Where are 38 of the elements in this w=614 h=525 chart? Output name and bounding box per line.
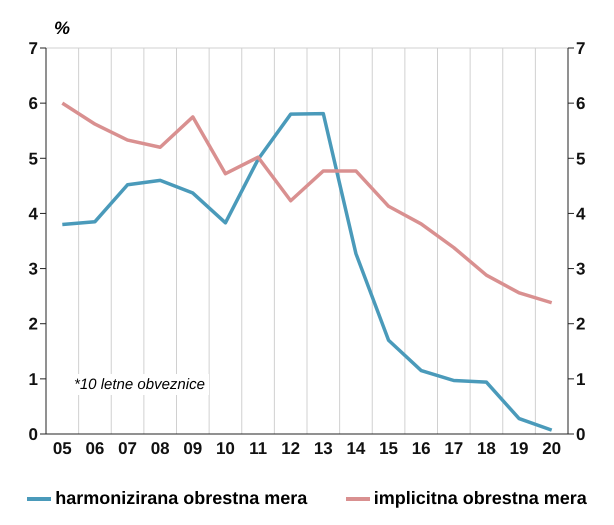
x-tick-label: 07 bbox=[118, 439, 138, 458]
x-tick-label: 11 bbox=[249, 439, 268, 458]
x-tick-label: 06 bbox=[85, 439, 104, 458]
legend-label: implicitna obrestna mera bbox=[374, 488, 587, 509]
line-series bbox=[60, 101, 554, 305]
y-tick-label: 5 bbox=[28, 149, 38, 168]
legend-label: harmonizirana obrestna mera bbox=[55, 488, 308, 509]
x-tick-label: 05 bbox=[52, 439, 72, 458]
x-tick-label: 12 bbox=[281, 439, 300, 458]
x-tick-label: 08 bbox=[150, 439, 170, 458]
x-tick-label: 20 bbox=[542, 439, 562, 458]
y2-tick-label: 0 bbox=[576, 425, 586, 444]
y2-tick-label: 2 bbox=[576, 314, 586, 334]
y-tick-label: 4 bbox=[28, 204, 39, 224]
x-tick-label: 16 bbox=[412, 439, 431, 458]
y-axis-title: % bbox=[54, 18, 70, 39]
x-tick-label: 09 bbox=[183, 439, 202, 458]
x-tick-label: 13 bbox=[314, 439, 333, 458]
y-tick-label: 3 bbox=[28, 260, 38, 279]
x-tick-label: 14 bbox=[346, 439, 366, 458]
annotation: *10 letne obveznice bbox=[70, 374, 209, 395]
y2-tick-label: 5 bbox=[576, 149, 586, 168]
y-tick-label: 2 bbox=[28, 314, 38, 334]
y2-tick-label: 7 bbox=[576, 39, 586, 58]
x-tick-label: 19 bbox=[510, 439, 529, 458]
y2-tick-label: 3 bbox=[576, 260, 586, 279]
y2-tick-label: 6 bbox=[576, 94, 586, 114]
y2-tick-label: 4 bbox=[576, 204, 586, 224]
line-series bbox=[60, 112, 554, 432]
y2-tick-label: 1 bbox=[576, 370, 586, 389]
x-tick-label: 17 bbox=[444, 439, 464, 458]
x-tick-label: 18 bbox=[476, 439, 496, 458]
y-tick-label: 1 bbox=[28, 370, 38, 389]
y-tick-label: 0 bbox=[28, 425, 38, 444]
x-tick-label: 10 bbox=[216, 439, 235, 458]
y-tick-label: 6 bbox=[28, 94, 38, 114]
x-tick-label: 15 bbox=[379, 439, 398, 458]
y-tick-label: 7 bbox=[28, 39, 38, 58]
